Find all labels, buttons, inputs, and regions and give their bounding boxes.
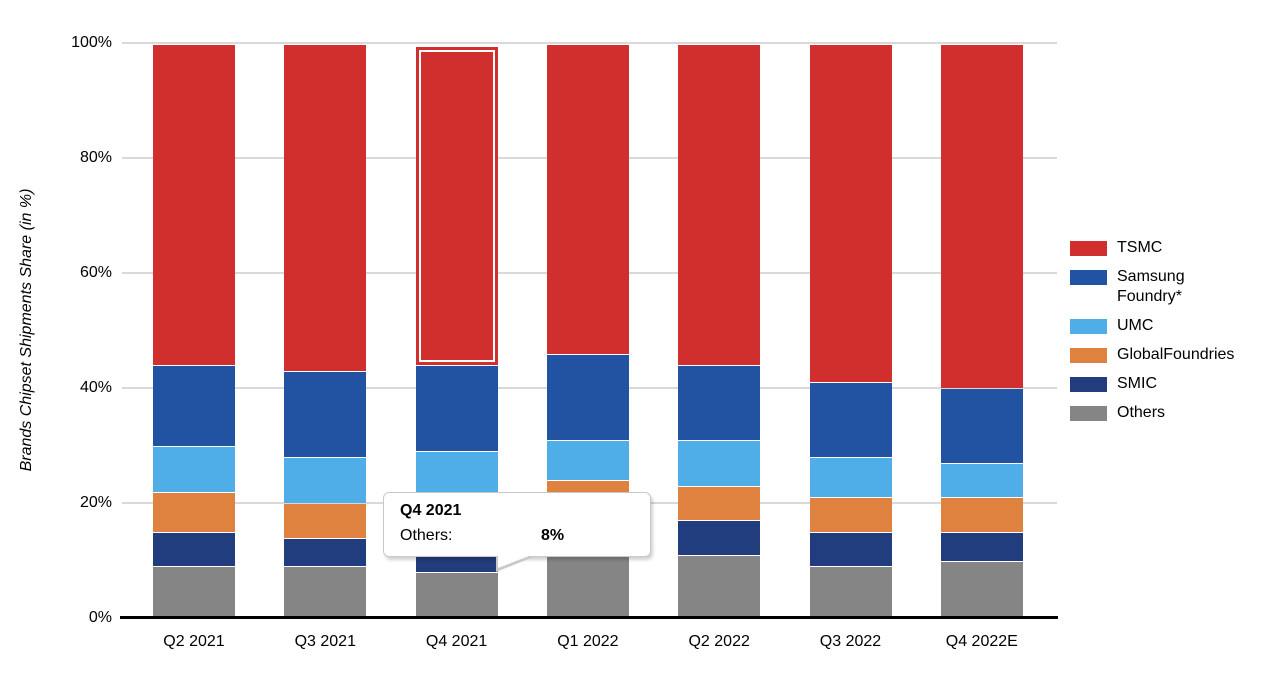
bar-segment-samsung-foundry-q4-2021[interactable] [415, 366, 498, 452]
bar-segment-umc-q1-2022[interactable] [546, 440, 629, 480]
x-axis-label-q2-2021: Q2 2021 [163, 633, 225, 650]
x-axis-label-q3-2022: Q3 2022 [819, 633, 882, 650]
y-axis-tick-label: 80% [79, 149, 112, 166]
legend-label: Others [1117, 404, 1166, 421]
gridline [122, 42, 1057, 44]
x-axis-label-q3-2021: Q3 2021 [294, 633, 356, 650]
bar-segment-others-q2-2022[interactable] [678, 555, 761, 618]
legend-swatch-others [1070, 406, 1107, 421]
bar-segment-globalfoundries-q3-2021[interactable] [284, 504, 367, 538]
bar-segment-samsung-foundry-q2-2021[interactable] [153, 366, 235, 446]
legend-swatch-smic [1070, 377, 1107, 392]
legend-item-others[interactable]: Others [1070, 403, 1235, 423]
bar-segment-others-q1-2022[interactable] [546, 555, 629, 618]
legend-label: Samsung Foundry* [1117, 268, 1185, 305]
y-axis-tick-label: 60% [79, 264, 112, 281]
legend-label: TSMC [1117, 239, 1163, 256]
legend-swatch-tsmc [1070, 241, 1107, 256]
legend-swatch-samsung-foundry [1070, 270, 1107, 285]
bar-segment-others-q3-2021[interactable] [284, 567, 367, 618]
bar-segment-tsmc-q2-2021[interactable] [153, 44, 235, 365]
tooltip-title: Q4 2021 [400, 502, 462, 519]
bar-segment-tsmc-q3-2021[interactable] [284, 44, 367, 371]
bar-segment-globalfoundries-q4-2022e[interactable] [940, 498, 1023, 532]
legend-label: SMIC [1117, 375, 1157, 392]
x-axis-label-q4-2022e: Q4 2022E [945, 633, 1018, 650]
bar-segment-smic-q3-2021[interactable] [284, 538, 367, 567]
bar-segment-samsung-foundry-q3-2022[interactable] [809, 383, 892, 457]
tooltip-series-label: Others: [400, 527, 453, 544]
x-axis-label-q1-2022: Q1 2022 [557, 633, 619, 650]
bar-segment-tsmc-q1-2022[interactable] [546, 44, 629, 354]
y-axis-tick-label: 100% [71, 34, 112, 51]
legend-item-tsmc[interactable]: TSMC [1070, 238, 1235, 258]
bar-segment-others-q4-2021[interactable] [415, 573, 498, 618]
bar-segment-smic-q2-2021[interactable] [153, 532, 235, 567]
legend-label: UMC [1117, 317, 1154, 334]
bar-segment-samsung-foundry-q2-2022[interactable] [678, 366, 761, 440]
tooltip-value: 8% [541, 527, 565, 544]
bar-segment-smic-q4-2022e[interactable] [940, 532, 1023, 561]
y-axis-tick-label: 20% [79, 494, 112, 511]
bar-segment-tsmc-q4-2022e[interactable] [940, 44, 1023, 388]
bar-segment-smic-q2-2022[interactable] [678, 521, 761, 555]
x-axis-label-q2-2022: Q2 2022 [688, 633, 750, 650]
legend-swatch-umc [1070, 319, 1107, 334]
bar-segment-others-q4-2022e[interactable] [940, 561, 1023, 618]
bar-segment-samsung-foundry-q3-2021[interactable] [284, 371, 367, 457]
bar-segment-umc-q4-2022e[interactable] [940, 463, 1023, 498]
tooltip: Q4 2021 Others: 8% [383, 492, 651, 572]
legend-item-smic[interactable]: SMIC [1070, 374, 1235, 394]
bar-segment-tsmc-q2-2022[interactable] [678, 44, 761, 365]
bar-segment-others-q3-2022[interactable] [809, 567, 892, 618]
bar-segment-others-q2-2021[interactable] [153, 567, 235, 618]
y-axis-tick-label: 0% [88, 609, 112, 626]
bar-segment-globalfoundries-q3-2022[interactable] [809, 498, 892, 532]
legend-label: GlobalFoundries [1117, 346, 1235, 363]
tooltip-tail [498, 554, 534, 568]
y-axis-title: Brands Chipset Shipments Share (in %) [18, 188, 35, 472]
bar-segment-samsung-foundry-q4-2022e[interactable] [940, 389, 1023, 463]
legend: TSMC Samsung Foundry* UMC GlobalFoundries SM… [1070, 238, 1235, 432]
legend-item-globalfoundries[interactable]: GlobalFoundries [1070, 345, 1235, 365]
bar-segment-umc-q3-2021[interactable] [284, 458, 367, 503]
bar-segment-umc-q4-2021[interactable] [415, 452, 498, 498]
bar-segment-tsmc-q3-2022[interactable] [809, 44, 892, 383]
bar-segment-umc-q2-2022[interactable] [678, 440, 761, 486]
legend-item-samsung-foundry[interactable]: Samsung Foundry* [1070, 267, 1235, 307]
tooltip-row: Others: 8% [400, 527, 634, 545]
x-axis-label-q4-2021: Q4 2021 [425, 633, 488, 650]
bar-segment-tsmc-q4-2021[interactable] [415, 47, 498, 365]
bar-segment-smic-q3-2022[interactable] [809, 532, 892, 567]
y-axis-tick-label: 40% [79, 379, 112, 396]
bar-segment-umc-q2-2021[interactable] [153, 446, 235, 492]
legend-swatch-globalfoundries [1070, 348, 1107, 363]
bar-segment-globalfoundries-q2-2021[interactable] [153, 492, 235, 532]
bar-segment-umc-q3-2022[interactable] [809, 458, 892, 498]
bar-segment-samsung-foundry-q1-2022[interactable] [546, 354, 629, 440]
bar-segment-globalfoundries-q2-2022[interactable] [678, 486, 761, 521]
x-axis-line [120, 616, 1058, 619]
legend-item-umc[interactable]: UMC [1070, 316, 1235, 336]
